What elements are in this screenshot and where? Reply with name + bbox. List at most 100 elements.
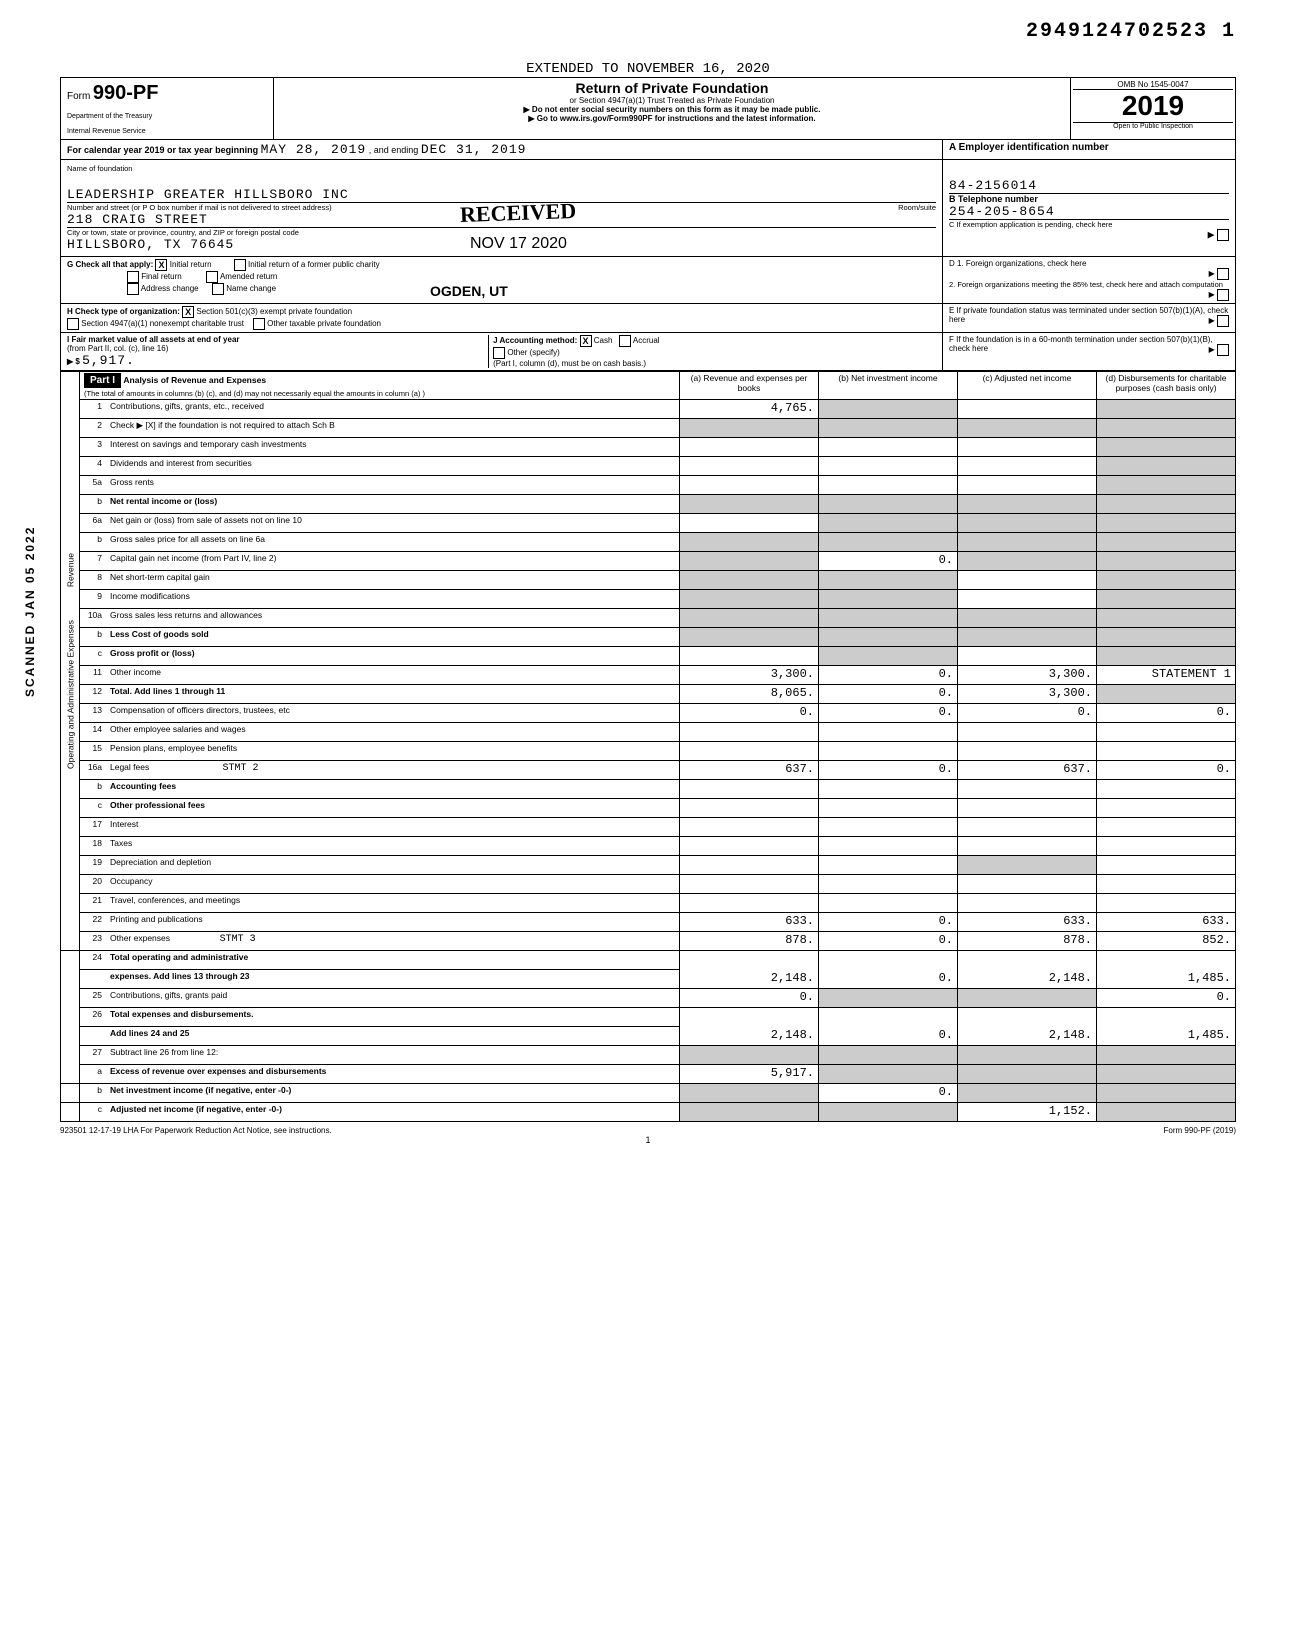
i-label: I Fair market value of all assets at end… [67,335,240,344]
line-13: 13Compensation of officers directors, tr… [61,704,1236,723]
footer-right: Form 990-PF (2019) [1164,1126,1236,1135]
name-address-block: Name of foundation LEADERSHIP GREATER HI… [60,160,1236,257]
page-number: 1 [60,1135,1236,1145]
foundation-name-label: Name of foundation [67,164,936,173]
d1-label: D 1. Foreign organizations, check here [949,259,1229,268]
line-26: 26Total expenses and disbursements. [61,1008,1236,1027]
col-a-header: (a) Revenue and expenses per books [680,372,819,400]
line-19: 19Depreciation and depletion [61,856,1236,875]
ogden-stamp: OGDEN, UT [430,283,508,299]
calendar-year-row: For calendar year 2019 or tax year begin… [60,140,1236,160]
d2-label: 2. Foreign organizations meeting the 85%… [949,280,1229,289]
tax-year: 2019 [1073,90,1233,122]
part1-sub: (The total of amounts in columns (b) (c)… [84,389,425,398]
form-prefix: Form [67,91,90,102]
line-10c: cGross profit or (loss) [61,647,1236,666]
line-27a: aExcess of revenue over expenses and dis… [61,1065,1236,1084]
line-7: 7Capital gain net income (from Part IV, … [61,552,1236,571]
d1-checkbox[interactable] [1217,268,1229,280]
document-number: 2949124702523 1 [60,20,1236,43]
j-label: J Accounting method: [493,336,577,345]
form-header: Form 990-PF Department of the Treasury I… [60,77,1236,140]
form-name: 990-PF [93,82,159,104]
cal-label: For calendar year 2019 or tax year begin… [67,145,258,155]
amended-label: Amended return [220,272,277,281]
page-footer: 923501 12-17-19 LHA For Paperwork Reduct… [60,1126,1236,1135]
col-c-header: (c) Adjusted net income [958,372,1097,400]
line-24: 24Total operating and administrative [61,951,1236,970]
i-sub: (from Part II, col. (c), line 16) [67,344,168,353]
revenue-side-label: Operating and Administrative Expenses Re… [61,372,80,951]
line-5a: 5aGross rents [61,476,1236,495]
j-cash-label: Cash [594,336,613,345]
received-date-stamp: NOV 17 2020 [470,235,567,253]
dept-2: Internal Revenue Service [67,128,267,135]
addr-change-checkbox[interactable] [127,283,139,295]
initial-former-checkbox[interactable] [234,259,246,271]
line-14: 14Other employee salaries and wages [61,723,1236,742]
h-501c3-checkbox[interactable]: X [182,306,194,318]
f-label: F If the foundation is in a 60-month ter… [949,335,1213,353]
initial-former-label: Initial return of a former public charit… [248,260,380,269]
j-accrual-checkbox[interactable] [619,335,631,347]
g-label: G Check all that apply: [67,260,153,269]
line-8: 8Net short-term capital gain [61,571,1236,590]
h-other-checkbox[interactable] [253,318,265,330]
tel-label: B Telephone number [949,193,1229,204]
omb-number: OMB No 1545-0047 [1073,80,1233,90]
dept-1: Department of the Treasury [67,113,267,120]
j-other-label: Other (specify) [507,348,559,357]
form-sub3: ▶ Go to www.irs.gov/Form990PF for instru… [278,114,1066,123]
room-label: Room/suite [898,203,936,212]
line-1: 1Contributions, gifts, grants, etc., rec… [61,400,1236,419]
cal-begin: MAY 28, 2019 [261,142,367,157]
c-checkbox[interactable] [1217,229,1229,241]
received-stamp: RECEIVED [460,198,577,228]
line-20: 20Occupancy [61,875,1236,894]
f-checkbox[interactable] [1217,344,1229,356]
line-5b: bNet rental income or (loss) [61,495,1236,514]
cal-end: DEC 31, 2019 [421,142,527,157]
final-return-checkbox[interactable] [127,271,139,283]
h-label: H Check type of organization: [67,307,180,316]
line-6b: bGross sales price for all assets on lin… [61,533,1236,552]
form-sub2: ▶ Do not enter social security numbers o… [278,105,1066,114]
line-12: 12Total. Add lines 1 through 118,065.0.3… [61,685,1236,704]
name-change-label: Name change [226,284,276,293]
final-return-label: Final return [141,272,181,281]
line-10b: bLess Cost of goods sold [61,628,1236,647]
section-i-j-f: I Fair market value of all assets at end… [60,333,1236,371]
ein-label: A Employer identification number [943,140,1235,159]
part1-label: Part I [84,373,121,388]
line-23: 23Other expenses STMT 3878.0.878.852. [61,932,1236,951]
d2-checkbox[interactable] [1217,289,1229,301]
initial-return-label: Initial return [170,260,212,269]
e-checkbox[interactable] [1217,315,1229,327]
amended-checkbox[interactable] [206,271,218,283]
h-4947-label: Section 4947(a)(1) nonexempt charitable … [81,319,244,328]
cal-mid: , and ending [369,145,419,155]
line-25: 25Contributions, gifts, grants paid0.0. [61,989,1236,1008]
j-other-checkbox[interactable] [493,347,505,359]
part1-title: Analysis of Revenue and Expenses [123,375,266,385]
line-27c: cAdjusted net income (if negative, enter… [61,1103,1236,1122]
line-3: 3Interest on savings and temporary cash … [61,438,1236,457]
line-24b: expenses. Add lines 13 through 232,148.0… [61,970,1236,989]
j-accrual-label: Accrual [633,336,660,345]
line-10a: 10aGross sales less returns and allowanc… [61,609,1236,628]
col-b-header: (b) Net investment income [819,372,958,400]
j-cash-checkbox[interactable]: X [580,335,592,347]
footer-left: 923501 12-17-19 LHA For Paperwork Reduct… [60,1126,332,1135]
line-27: 27Subtract line 26 from line 12: [61,1046,1236,1065]
line-27b: bNet investment income (if negative, ent… [61,1084,1236,1103]
addr-change-label: Address change [141,284,199,293]
line-16b: bAccounting fees [61,780,1236,799]
h-other-label: Other taxable private foundation [267,319,381,328]
i-arrow: ▶ $ [67,357,80,366]
line-11: 11Other income3,300.0.3,300.STATEMENT 1 [61,666,1236,685]
initial-return-checkbox[interactable]: X [155,259,167,271]
form-title: Return of Private Foundation [278,80,1066,96]
part1-table: Operating and Administrative Expenses Re… [60,371,1236,1122]
h-4947-checkbox[interactable] [67,318,79,330]
name-change-checkbox[interactable] [212,283,224,295]
